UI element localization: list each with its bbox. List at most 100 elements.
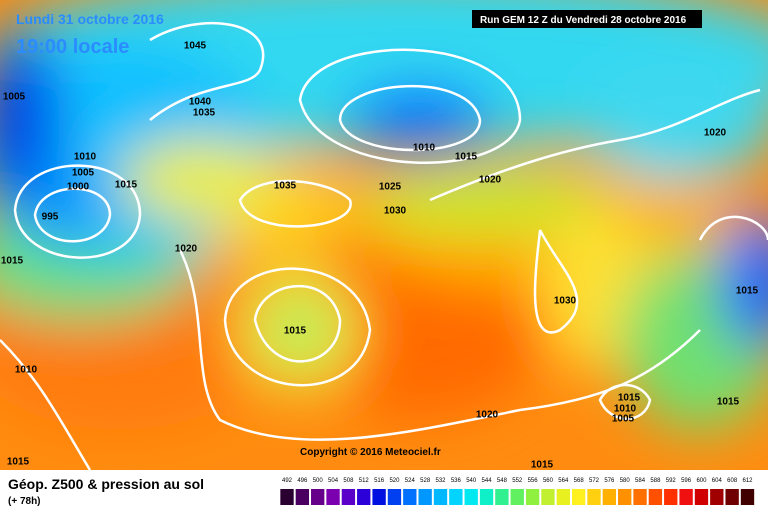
isobar-label: 1015: [284, 326, 307, 337]
scale-label: 512: [359, 478, 370, 484]
scale-swatch: [295, 489, 310, 505]
scale-label: 552: [512, 478, 523, 484]
scale-label: 588: [650, 478, 661, 484]
scale-label: 540: [466, 478, 477, 484]
scale-swatch: [387, 489, 402, 505]
copyright: Copyright © 2016 Meteociel.fr: [300, 447, 441, 458]
scale-label: 572: [589, 478, 600, 484]
scale-swatch: [725, 489, 739, 505]
scale-label: 508: [343, 478, 354, 484]
scale-label: 596: [681, 478, 692, 484]
scale-label: 592: [666, 478, 677, 484]
scale-label: 536: [451, 478, 462, 484]
scale-swatch: [418, 489, 432, 505]
scale-label: 524: [405, 478, 416, 484]
isobar-label: 1010: [74, 152, 97, 163]
scale-label: 564: [558, 478, 569, 484]
scale-swatch: [449, 489, 463, 505]
scale-label: 584: [635, 478, 646, 484]
scale-label: 516: [374, 478, 385, 484]
isobar-label: 1020: [175, 244, 198, 255]
scale-swatch: [280, 489, 294, 505]
scale-swatch: [556, 489, 570, 505]
run-box: [472, 10, 702, 28]
scale-label: 544: [482, 478, 493, 484]
scale-swatch: [602, 489, 617, 505]
scale-swatch: [694, 489, 709, 505]
run: Run GEM 12 Z du Vendredi 28 octobre 2016: [480, 15, 687, 26]
scale-label: 556: [528, 478, 539, 484]
isobar-label: 1015: [455, 152, 478, 163]
isobar-label: 1020: [476, 410, 499, 421]
scale-swatch: [541, 489, 555, 505]
isobar-label: 1010: [413, 143, 436, 154]
isobar-label: 1015: [736, 286, 759, 297]
scale-label: 576: [604, 478, 615, 484]
isobar-lines: [0, 21, 768, 470]
scale-label: 496: [297, 478, 308, 484]
scale-label: 580: [620, 478, 631, 484]
date: Lundi 31 octobre 2016: [16, 11, 164, 27]
scale-label: 548: [497, 478, 508, 484]
isobar-label: 1015: [618, 393, 641, 404]
isobar-label: 995: [42, 212, 59, 223]
scale-swatch: [479, 489, 494, 505]
scale-swatch: [633, 489, 647, 505]
isobar-label: 1015: [7, 457, 30, 468]
isobar-label: 1030: [384, 206, 407, 217]
scale-label: 560: [543, 478, 554, 484]
isobar-label: 1045: [184, 41, 207, 52]
isobar-label: 1005: [72, 168, 95, 179]
isobar-labels: 1045 1005 1040 1035 1010 1005 1000 1015 …: [1, 41, 759, 471]
isobar-label: 1010: [15, 365, 38, 376]
isobar-label: 1030: [554, 296, 577, 307]
scale-swatch: [311, 489, 325, 505]
isobar-label: 1015: [115, 180, 138, 191]
scale-swatch: [664, 489, 678, 505]
scale-swatch: [710, 489, 724, 505]
scale-swatch: [357, 489, 371, 505]
scale-swatch: [326, 489, 340, 505]
scale-swatch: [403, 489, 417, 505]
scale-label: 504: [328, 478, 339, 484]
scale-label: 604: [712, 478, 723, 484]
scale-swatch: [495, 489, 509, 505]
scale-label: 608: [727, 478, 738, 484]
color-scale: 492 496 500 504 508 512 516 520 524 528 532 536 540 5…: [280, 478, 755, 505]
scale-label: 500: [313, 478, 324, 484]
isobar-label: 1015: [717, 397, 740, 408]
scale-label: 600: [696, 478, 707, 484]
scale-label: 528: [420, 478, 431, 484]
isobar-label: 1025: [379, 182, 402, 193]
isobar-label: 1040: [189, 97, 212, 108]
scale-label: 532: [435, 478, 446, 484]
scale-swatch: [525, 489, 540, 505]
scale-swatch: [679, 489, 693, 505]
scale-label: 520: [389, 478, 400, 484]
scale-swatch: [587, 489, 601, 505]
time: 19:00 locale: [16, 36, 129, 58]
legend-lead: (+ 78h): [8, 496, 41, 507]
isobar-label: 1020: [479, 175, 502, 186]
scale-swatch: [372, 489, 386, 505]
scale-swatch: [433, 489, 448, 505]
scale-swatch: [341, 489, 356, 505]
isobar-label: 1020: [704, 128, 727, 139]
isobar-label: 1015: [531, 460, 554, 471]
scale-label: 612: [742, 478, 753, 484]
isobar-label: 1015: [1, 256, 24, 267]
isobar-label: 1035: [274, 181, 297, 192]
isobar-label: 1000: [67, 182, 90, 193]
isobar-label: 1005: [612, 414, 635, 425]
legend-title: Géop. Z500 & pression au sol: [8, 476, 204, 492]
isobar-label: 1010: [614, 404, 637, 415]
scale-label: 492: [282, 478, 293, 484]
field: 1045 1005 1040 1035 1010 1005 1000 1015 …: [0, 0, 768, 471]
scale-swatch: [464, 489, 478, 505]
scale-label: 568: [574, 478, 585, 484]
scale-swatch: [740, 489, 755, 505]
scale-swatch: [618, 489, 632, 505]
isobar-label: 1005: [3, 92, 26, 103]
